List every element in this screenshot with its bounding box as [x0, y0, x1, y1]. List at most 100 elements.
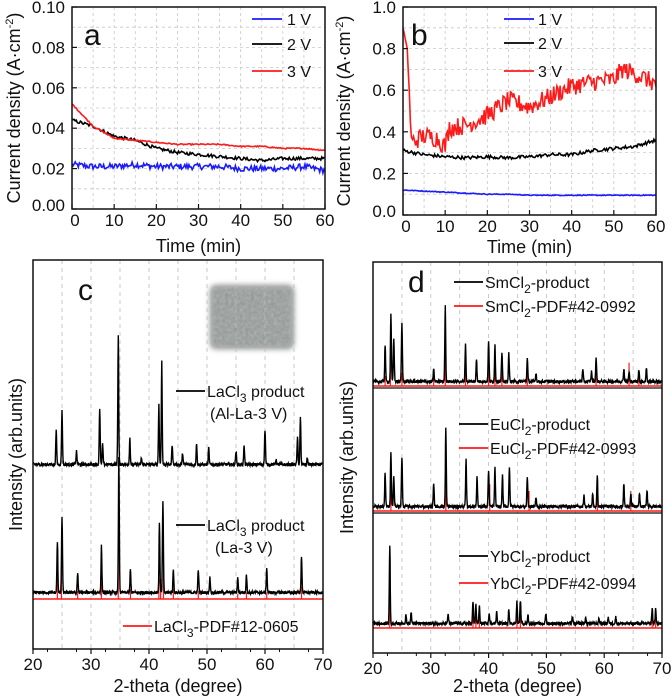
legend-label-reference-text: SmCl [485, 299, 524, 316]
x-tick-label: 50 [537, 659, 556, 678]
y-axis-label: Intensity (arb.units) [337, 381, 357, 534]
y-axis-label-text: Current density (A·cm [334, 31, 354, 206]
series-line-2v [402, 137, 657, 161]
x-tick-label: 50 [198, 655, 217, 674]
legend-label-reference-subscript: 3 [187, 626, 194, 640]
legend-label-reference: EuCl2-PDF#42-0993 [490, 441, 636, 462]
legend-label: 3 V [538, 64, 562, 81]
legend-label-reference: LaCl3-PDF#12-0605 [154, 619, 299, 640]
legend-label-reference-text: YbCl [490, 576, 525, 593]
y-tick-label: 0.0 [372, 202, 396, 221]
legend-label-reference-text: LaCl [154, 619, 187, 636]
panel-d-xrd-dichlorides-chart: SmCl2-productSmCl2-PDF#42-0992EuCl2-prod… [337, 261, 672, 696]
x-tick-label: 40 [479, 659, 498, 678]
y-tick-label: 0.2 [372, 164, 396, 183]
legend-label-reference-text-rest: -PDF#42-0992 [531, 299, 636, 316]
x-tick-label: 30 [82, 655, 101, 674]
legend-label: EuCl2-product [490, 417, 591, 438]
x-tick-label: 60 [595, 659, 614, 678]
panel-letter: d [408, 266, 425, 299]
y-tick-label: 0.06 [32, 79, 65, 98]
y-axis-label: Intensity (arb.units) [6, 378, 26, 531]
x-tick-label: 0 [70, 211, 79, 230]
x-axis-label: Time (min) [156, 236, 241, 256]
legend-label-subscript: 2 [524, 282, 531, 296]
legend-label-text: EuCl [490, 417, 525, 434]
series-line-2v [71, 118, 325, 164]
gridlines [403, 7, 656, 215]
legend-label-subscript: 3 [240, 391, 247, 405]
y-axis-label-group: Current density (A·cm-2) [334, 16, 354, 207]
x-tick-label: 20 [478, 217, 497, 236]
legend-label-text-rest: -product [531, 549, 590, 566]
y-tick-label: 0.00 [32, 196, 65, 215]
x-axis-label: 2-theta (degree) [113, 676, 242, 696]
plot-frame [32, 259, 324, 650]
x-tick-label: 40 [562, 217, 581, 236]
x-tick-label: 50 [604, 217, 623, 236]
series-line-3v [71, 103, 326, 152]
panel-c-xrd-lacl3-chart: LaCl3 product(Al-La-3 V)LaCl3 product(La… [6, 259, 333, 696]
series-line-1v [403, 189, 657, 197]
legend-label-text-rest: -product [531, 417, 590, 434]
x-tick-label: 30 [421, 659, 440, 678]
inset-product-photo [210, 285, 294, 349]
legend-label-reference-text-rest: -PDF#12-0605 [194, 619, 299, 636]
panel-b-current-density-chart: 0 10 20 30 40 50 60 0.0 0.2 0.4 0.6 0.8 1.0 Time (min… [334, 0, 665, 257]
x-tick-label: 10 [105, 211, 124, 230]
y-axis-label-superscript: -2 [334, 22, 346, 32]
x-axis-label: 2-theta (degree) [453, 676, 582, 696]
legend-label-reference-subscript: 2 [525, 448, 532, 462]
x-tick-label: 60 [256, 655, 275, 674]
legend-label: 2 V [538, 36, 562, 53]
x-tick-label: 70 [314, 655, 333, 674]
legend-label-reference-subscript: 2 [524, 306, 531, 320]
legend-label: YbCl2-product [490, 549, 591, 570]
spectrum-line [372, 427, 663, 511]
legend-label-line2: (Al-La-3 V) [210, 406, 287, 423]
x-tick-label: 70 [653, 659, 672, 678]
y-axis-label-text: Current density (A·cm [4, 28, 24, 203]
legend-label-text-rest: -product [531, 275, 590, 292]
spectrum-line [372, 545, 663, 628]
y-axis-label: Current density (A·cm-2) [4, 13, 24, 204]
x-tick-label: 40 [140, 655, 159, 674]
x-tick-label: 20 [147, 211, 166, 230]
legend-label: LaCl3 product [207, 518, 305, 539]
legend-label-text-rest: product [247, 384, 305, 401]
legend-label-reference-text: EuCl [490, 441, 525, 458]
y-tick-label: 0.10 [32, 0, 65, 17]
legend-label-reference-text-rest: -PDF#42-0993 [531, 441, 636, 458]
legend-label-text: LaCl [207, 384, 240, 401]
y-tick-label: 0.04 [32, 119, 65, 138]
plot-frame [372, 261, 663, 654]
legend-label: 2 V [287, 37, 311, 54]
legend-label-line2: (La-3 V) [215, 540, 273, 557]
panel-letter: b [411, 19, 428, 52]
legend-label-reference: SmCl2-PDF#42-0992 [485, 299, 636, 320]
y-tick-label: 0.8 [372, 40, 396, 59]
panel-letter: a [84, 19, 101, 52]
legend-label-reference: YbCl2-PDF#42-0994 [490, 576, 636, 597]
legend-label-reference-text-rest: -PDF#42-0994 [531, 576, 636, 593]
y-tick-label: 1.0 [372, 0, 396, 17]
legend-label-text: YbCl [490, 549, 525, 566]
legend-label-text: LaCl [207, 518, 240, 535]
y-tick-label: 0.6 [372, 81, 396, 100]
x-tick-label: 30 [520, 217, 539, 236]
y-axis-label-text-end: ) [334, 16, 354, 22]
legend-label: SmCl2-product [485, 275, 590, 296]
x-axis-label: Time (min) [487, 237, 572, 257]
legend-label-subscript: 2 [525, 556, 532, 570]
x-tick-label: 20 [364, 659, 383, 678]
legend-label: 1 V [538, 12, 562, 29]
series-line-3v [402, 27, 657, 154]
legend-label: 3 V [287, 64, 311, 81]
legend-label: LaCl3 product [207, 384, 305, 405]
x-tick-label: 50 [273, 211, 292, 230]
spectrum-line [32, 456, 324, 597]
x-tick-label: 60 [316, 211, 335, 230]
y-tick-label: 0.02 [32, 160, 65, 179]
x-tick-label: 0 [401, 217, 410, 236]
